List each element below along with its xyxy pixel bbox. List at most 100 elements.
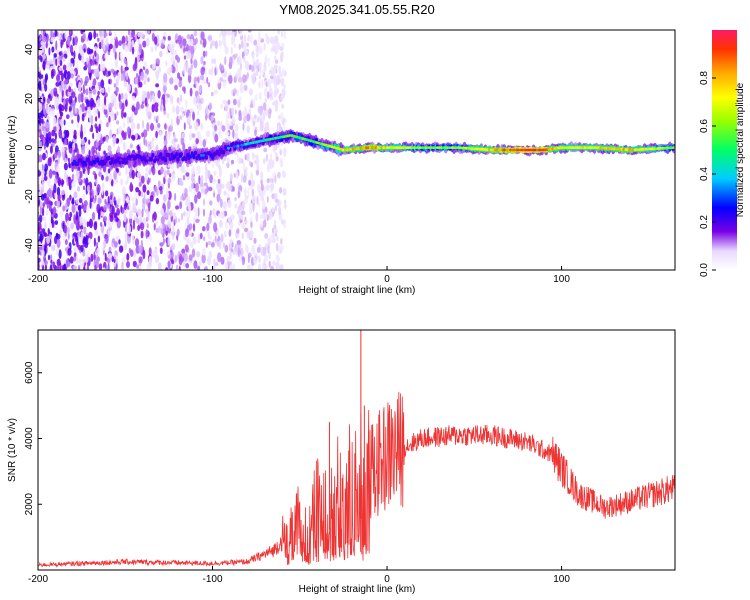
spectrogram-cell bbox=[155, 83, 160, 88]
spectrogram-cell bbox=[41, 83, 44, 93]
spectrogram-cell bbox=[268, 210, 271, 218]
spectrogram-cell bbox=[283, 122, 286, 130]
spectrogram-cell bbox=[107, 223, 112, 228]
spectrogram-cell bbox=[188, 113, 191, 119]
spectrogram-cell bbox=[243, 55, 246, 63]
spectrogram-cell bbox=[255, 52, 259, 58]
colorbar-tick-label: 0.6 bbox=[699, 119, 710, 133]
spectrogram-cell bbox=[258, 45, 263, 55]
spectrogram-cell bbox=[43, 192, 47, 198]
spectrogram-cell bbox=[174, 192, 177, 201]
spectrogram-cell bbox=[73, 247, 78, 252]
spectrogram-cell bbox=[198, 261, 202, 267]
spectrogram-cell bbox=[167, 177, 172, 184]
spectrogram-cell bbox=[175, 152, 179, 157]
spectrogram-cell bbox=[283, 147, 287, 158]
spectrogram-cell bbox=[281, 103, 285, 109]
spectrogram-cell bbox=[125, 158, 129, 162]
spectrogram-cell bbox=[110, 68, 115, 74]
spectrogram-cell bbox=[313, 142, 317, 148]
spectrogram-cell bbox=[48, 47, 51, 56]
spectrogram-cell bbox=[141, 132, 145, 138]
spectrogram-cell bbox=[249, 88, 253, 96]
spectrogram-cell bbox=[113, 83, 117, 88]
spectrogram-cell bbox=[233, 173, 236, 178]
spectrogram-cell bbox=[103, 204, 108, 211]
spectrogram-cell bbox=[56, 238, 61, 249]
spectrogram-cell bbox=[283, 84, 286, 90]
spectrogram-cell bbox=[216, 229, 219, 240]
spectrogram-cell bbox=[102, 240, 107, 248]
spectrogram-cell bbox=[123, 112, 127, 118]
spectrogram-cell bbox=[279, 45, 284, 52]
spectrogram-frame bbox=[37, 29, 676, 271]
spectrogram-cell bbox=[42, 265, 45, 270]
spectrogram-cell bbox=[212, 178, 217, 184]
spectrogram-cell bbox=[62, 64, 67, 71]
spectrogram-cell bbox=[232, 129, 235, 139]
spectrogram-cell bbox=[174, 254, 178, 263]
spectrogram-cell bbox=[220, 210, 225, 220]
spectrogram-cell bbox=[155, 197, 160, 205]
spectrogram-cell bbox=[114, 39, 119, 49]
spectrogram-cell bbox=[126, 253, 130, 261]
spectrogram-cell bbox=[86, 47, 91, 55]
spectrogram-cell bbox=[146, 122, 150, 132]
spectrogram-cell bbox=[77, 204, 82, 211]
spectrogram-cell bbox=[98, 110, 100, 119]
spectrogram-cell bbox=[265, 184, 270, 191]
spectrogram-cell bbox=[178, 76, 183, 82]
spectrogram-cell bbox=[86, 184, 90, 193]
spectrogram-cell bbox=[131, 95, 136, 101]
spectrogram-cell bbox=[81, 259, 85, 268]
spectrogram-cell bbox=[46, 235, 50, 244]
spectrogram-cell bbox=[171, 66, 176, 74]
spectrogram-cell bbox=[118, 93, 121, 102]
spectrogram-cell bbox=[283, 204, 287, 209]
spectrogram-cell bbox=[193, 150, 197, 156]
spectrogram-cell bbox=[275, 254, 279, 262]
spectrogram-cell bbox=[126, 205, 129, 210]
spectrogram-cell bbox=[250, 172, 254, 182]
spectrogram-cell bbox=[81, 113, 85, 122]
spectrogram-cell bbox=[46, 104, 49, 114]
spectrogram-cell bbox=[191, 173, 195, 183]
spectrogram-cell bbox=[264, 54, 268, 64]
spectrogram-cell bbox=[40, 227, 43, 234]
spectrogram-cell bbox=[226, 30, 231, 36]
spectrogram-cell bbox=[76, 161, 80, 166]
spectrogram-cell bbox=[216, 121, 221, 126]
spectrogram-cell bbox=[192, 96, 197, 104]
spectrogram-cell bbox=[159, 130, 162, 137]
spectrogram-cell bbox=[126, 84, 132, 92]
spectrogram-cell bbox=[109, 129, 112, 139]
spectrogram-cell bbox=[107, 51, 111, 56]
spectrogram-cell bbox=[264, 97, 267, 104]
spectrogram-cell bbox=[238, 110, 242, 118]
spectrogram-cell bbox=[211, 58, 215, 64]
spectrogram-cell bbox=[161, 94, 166, 100]
spectrogram-cell bbox=[148, 145, 151, 151]
spectrogram-cell bbox=[167, 35, 171, 41]
spectrogram-cell bbox=[274, 99, 279, 107]
spectrogram-cell bbox=[270, 75, 275, 80]
spectrogram-cell bbox=[136, 144, 140, 151]
spectrogram-cell bbox=[96, 247, 101, 256]
spectrogram-cell bbox=[51, 129, 56, 137]
spectrogram-cell bbox=[260, 183, 264, 192]
spectrogram-cell bbox=[120, 205, 123, 213]
spectrogram-cell bbox=[73, 255, 77, 262]
spectrogram-cell bbox=[136, 101, 140, 110]
spectrogram-cell bbox=[145, 139, 148, 147]
spectrogram-cell bbox=[118, 245, 124, 253]
spectrogram-cell bbox=[52, 261, 56, 268]
spectrogram-cell bbox=[250, 100, 253, 108]
spectrogram-cell bbox=[242, 122, 245, 131]
spectrogram-cell bbox=[251, 194, 256, 205]
spectrogram-cell bbox=[281, 42, 285, 47]
spectrogram-cell bbox=[151, 137, 155, 142]
spectrogram-cell bbox=[123, 81, 128, 88]
spectrogram-cell bbox=[115, 217, 119, 222]
spectrogram-cell bbox=[67, 157, 70, 163]
